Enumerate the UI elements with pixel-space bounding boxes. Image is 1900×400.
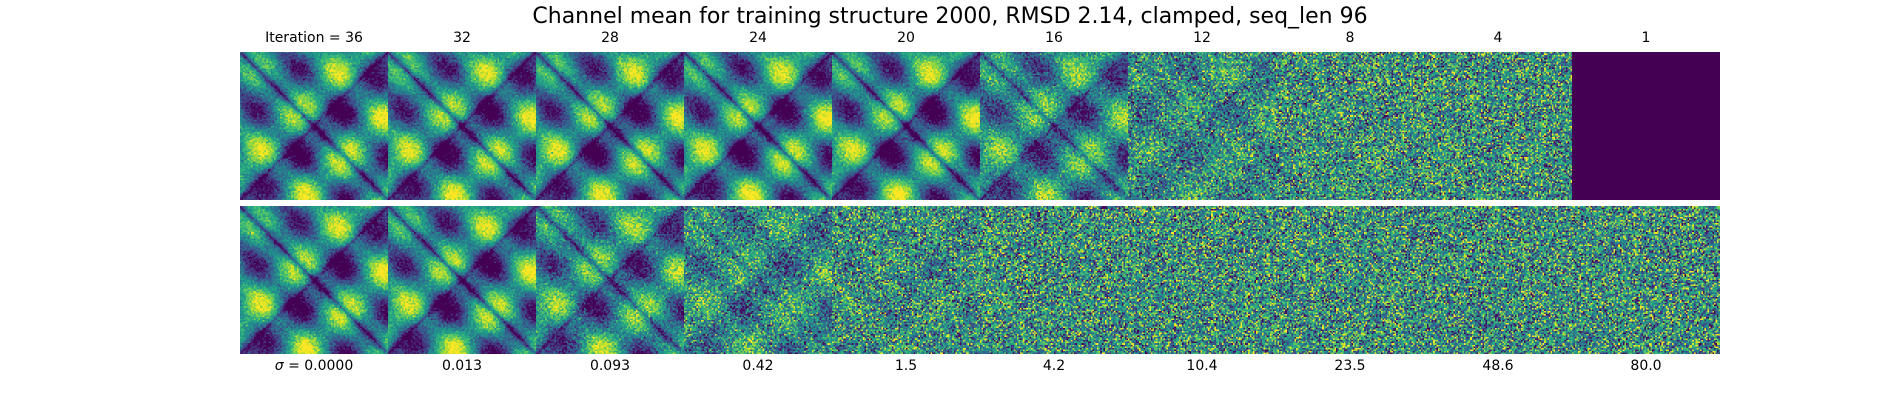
- heatmap-panel-top: [388, 52, 536, 200]
- iteration-label: 20: [897, 30, 915, 46]
- heatmap-canvas: [240, 206, 388, 354]
- heatmap-canvas: [980, 206, 1128, 354]
- heatmap-canvas: [1572, 206, 1720, 354]
- iteration-label: 28: [601, 30, 619, 46]
- heatmap-panel-bottom: [240, 206, 388, 354]
- heatmap-canvas: [388, 52, 536, 200]
- heatmap-canvas: [1128, 206, 1276, 354]
- heatmap-canvas: [832, 52, 980, 200]
- figure-title: Channel mean for training structure 2000…: [532, 4, 1368, 29]
- heatmap-panel-bottom: [536, 206, 684, 354]
- heatmap-canvas: [1424, 52, 1572, 200]
- heatmap-panel-top: [1572, 52, 1720, 200]
- iteration-label: 32: [453, 30, 471, 46]
- heatmap-panel-top: [1128, 52, 1276, 200]
- heatmap-canvas: [832, 206, 980, 354]
- heatmap-canvas: [536, 52, 684, 200]
- heatmap-canvas: [684, 206, 832, 354]
- heatmap-panel-bottom: [1276, 206, 1424, 354]
- sigma-label: 10.4: [1186, 358, 1218, 374]
- iteration-label: 1: [1641, 30, 1651, 46]
- iteration-label: 8: [1345, 30, 1355, 46]
- sigma-label: 1.5: [894, 358, 918, 374]
- heatmap-canvas: [1424, 206, 1572, 354]
- heatmap-panel-top: [684, 52, 832, 200]
- iteration-label: 24: [749, 30, 767, 46]
- iteration-label: Iteration = 36: [265, 30, 363, 46]
- sigma-label: 0.013: [441, 358, 483, 374]
- sigma-label: 48.6: [1482, 358, 1514, 374]
- heatmap-panel-bottom: [832, 206, 980, 354]
- sigma-label: 80.0: [1630, 358, 1662, 374]
- heatmap-panel-top: [536, 52, 684, 200]
- sigma-label: 0.093: [589, 358, 631, 374]
- heatmap-canvas: [1276, 206, 1424, 354]
- heatmap-panel-bottom: [1128, 206, 1276, 354]
- sigma-label: 23.5: [1334, 358, 1366, 374]
- heatmap-panel-bottom: [388, 206, 536, 354]
- heatmap-canvas: [980, 52, 1128, 200]
- heatmap-panel-top: [1276, 52, 1424, 200]
- heatmap-panel-top: [980, 52, 1128, 200]
- heatmap-panel-top: [240, 52, 388, 200]
- sigma-label: 4.2: [1042, 358, 1066, 374]
- heatmap-panel-bottom: [1424, 206, 1572, 354]
- heatmap-panel-bottom: [1572, 206, 1720, 354]
- heatmap-canvas: [240, 52, 388, 200]
- sigma-label: σ = 0.0000: [274, 358, 354, 374]
- heatmap-canvas: [1572, 52, 1720, 200]
- heatmap-panel-bottom: [684, 206, 832, 354]
- iteration-label: 16: [1045, 30, 1063, 46]
- heatmap-canvas: [388, 206, 536, 354]
- iteration-label: 12: [1193, 30, 1211, 46]
- heatmap-canvas: [1128, 52, 1276, 200]
- iteration-label: 4: [1493, 30, 1503, 46]
- heatmap-panel-bottom: [980, 206, 1128, 354]
- heatmap-canvas: [684, 52, 832, 200]
- heatmap-panel-top: [832, 52, 980, 200]
- heatmap-canvas: [536, 206, 684, 354]
- heatmap-panel-top: [1424, 52, 1572, 200]
- heatmap-canvas: [1276, 52, 1424, 200]
- sigma-label: 0.42: [742, 358, 774, 374]
